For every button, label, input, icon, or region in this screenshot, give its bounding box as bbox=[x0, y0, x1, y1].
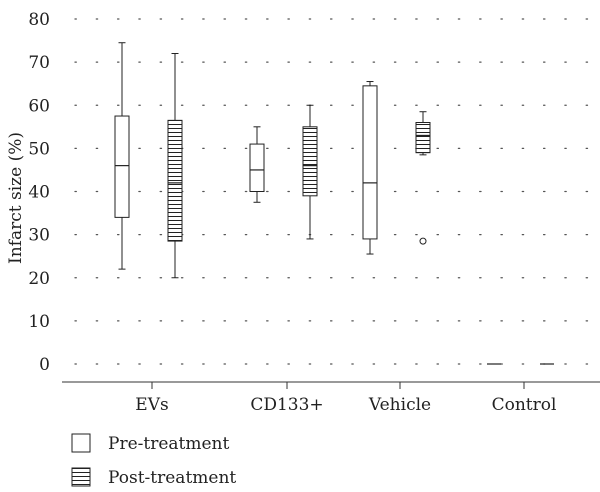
x-axis-ticks: EVs CD133+ Vehicle Control bbox=[135, 382, 556, 415]
y-tick-label: 70 bbox=[28, 53, 50, 73]
box-body bbox=[167, 119, 183, 242]
box bbox=[415, 111, 431, 245]
box bbox=[114, 42, 130, 270]
legend-label: Post-treatment bbox=[108, 468, 236, 488]
gridlines bbox=[74, 18, 591, 365]
y-tick-label: 10 bbox=[28, 312, 50, 332]
box-body bbox=[114, 115, 130, 218]
y-tick-label: 50 bbox=[28, 139, 50, 159]
x-tick-label: Vehicle bbox=[368, 395, 431, 415]
legend: Pre-treatment Post-treatment bbox=[71, 433, 236, 488]
box bbox=[167, 53, 183, 279]
y-axis-label: Infarct size (%) bbox=[6, 132, 26, 264]
x-tick-label: EVs bbox=[135, 395, 168, 415]
outlier-point bbox=[419, 237, 427, 245]
legend-label: Pre-treatment bbox=[108, 434, 229, 454]
x-tick-label: CD133+ bbox=[250, 395, 323, 415]
box bbox=[249, 126, 265, 203]
box-body bbox=[302, 126, 318, 197]
x-tick-label: Control bbox=[492, 395, 557, 415]
legend-swatch bbox=[71, 467, 91, 487]
y-tick-label: 0 bbox=[39, 355, 50, 375]
y-tick-label: 20 bbox=[28, 269, 50, 289]
box bbox=[362, 81, 378, 255]
box bbox=[302, 104, 318, 240]
y-tick-label: 30 bbox=[28, 226, 50, 246]
box-body bbox=[249, 143, 265, 192]
legend-swatch bbox=[71, 433, 91, 453]
y-axis-ticks: 0 10 20 30 40 50 60 70 80 bbox=[28, 10, 50, 375]
y-tick-label: 60 bbox=[28, 96, 50, 116]
box-body bbox=[362, 85, 378, 240]
y-tick-label: 80 bbox=[28, 10, 50, 30]
box-series bbox=[114, 42, 554, 365]
y-tick-label: 40 bbox=[28, 183, 50, 203]
box-body bbox=[415, 122, 431, 154]
